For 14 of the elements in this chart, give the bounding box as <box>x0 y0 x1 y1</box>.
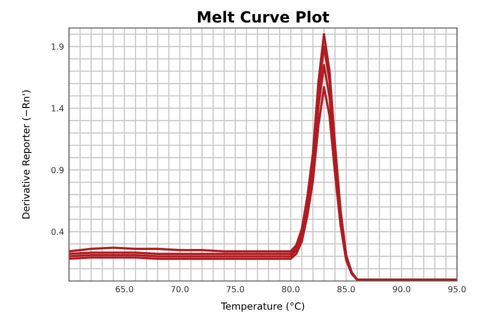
y-tick-label: 1.4 <box>52 105 64 112</box>
y-tick-label: 0.9 <box>51 166 64 174</box>
x-tick-label: 90.0 <box>392 286 410 292</box>
x-tick-label: 65.0 <box>116 286 134 292</box>
chart-title: Melt Curve Plot <box>198 10 330 23</box>
y-tick-label: 1.9 <box>52 43 64 50</box>
y-tick-label: 0.4 <box>51 228 64 235</box>
x-tick-label: 75.0 <box>226 286 244 292</box>
x-tick-label: 85.0 <box>337 286 355 292</box>
y-axis-title: Derivative Reporter (−Rn') <box>22 90 32 218</box>
x-tick-label: 80.0 <box>282 286 300 292</box>
x-tick-label: 95.0 <box>448 286 466 292</box>
x-axis-title: Temperature (°C) <box>221 302 304 312</box>
x-tick-label: 70.0 <box>171 286 189 292</box>
